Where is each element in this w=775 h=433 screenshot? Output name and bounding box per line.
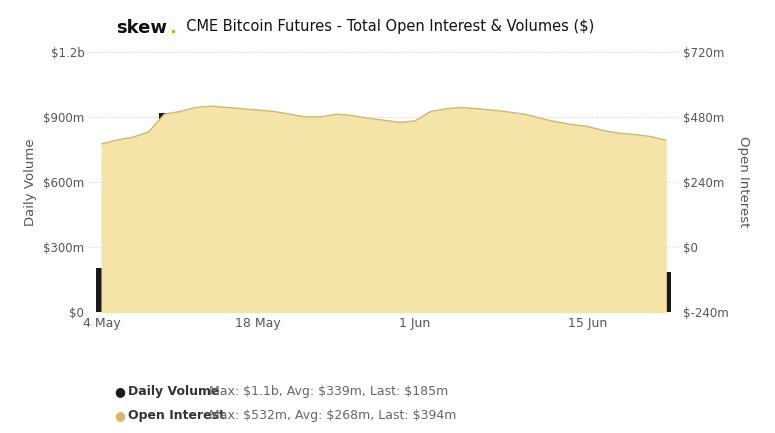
Y-axis label: Daily Volume: Daily Volume — [25, 138, 37, 226]
Text: ●: ● — [115, 385, 126, 398]
Text: CME Bitcoin Futures - Total Open Interest & Volumes ($): CME Bitcoin Futures - Total Open Interes… — [177, 19, 594, 35]
Bar — [487, 276, 499, 312]
Bar — [206, 219, 217, 312]
Bar — [425, 149, 436, 312]
Bar — [566, 248, 577, 312]
Bar — [363, 268, 374, 312]
Bar — [159, 113, 170, 312]
Bar — [598, 246, 608, 312]
Bar — [441, 275, 452, 312]
Bar — [174, 255, 185, 312]
Bar — [660, 272, 671, 312]
Bar — [456, 275, 467, 312]
Bar — [504, 277, 515, 312]
Bar — [613, 276, 624, 312]
Bar — [284, 247, 295, 312]
Bar — [535, 186, 546, 312]
Bar — [519, 237, 530, 312]
Bar — [331, 208, 342, 312]
Bar — [394, 278, 405, 312]
Text: Daily Volume: Daily Volume — [128, 385, 219, 398]
Text: .: . — [169, 19, 176, 38]
Text: Open Interest: Open Interest — [128, 409, 225, 422]
Bar — [112, 175, 122, 312]
Bar — [190, 212, 202, 312]
Y-axis label: Open Interest: Open Interest — [737, 136, 750, 228]
Bar — [472, 279, 483, 312]
Bar — [645, 295, 656, 312]
Bar — [128, 238, 139, 312]
Bar — [143, 235, 154, 312]
Bar — [315, 208, 326, 312]
Bar — [409, 275, 420, 312]
Bar — [629, 276, 639, 312]
Bar — [268, 219, 280, 312]
Bar — [582, 274, 593, 312]
Bar — [96, 268, 107, 312]
Bar — [550, 236, 561, 312]
Bar — [378, 275, 389, 312]
Bar — [300, 234, 311, 312]
Bar — [347, 212, 358, 312]
Bar — [222, 227, 232, 312]
Text: skew: skew — [116, 19, 167, 38]
Text: ●: ● — [115, 409, 126, 422]
Text: Max: $1.1b, Avg: $339m, Last: $185m: Max: $1.1b, Avg: $339m, Last: $185m — [205, 385, 449, 398]
Text: Max: $532m, Avg: $268m, Last: $394m: Max: $532m, Avg: $268m, Last: $394m — [205, 409, 456, 422]
Bar — [237, 240, 248, 312]
Bar — [253, 236, 264, 312]
